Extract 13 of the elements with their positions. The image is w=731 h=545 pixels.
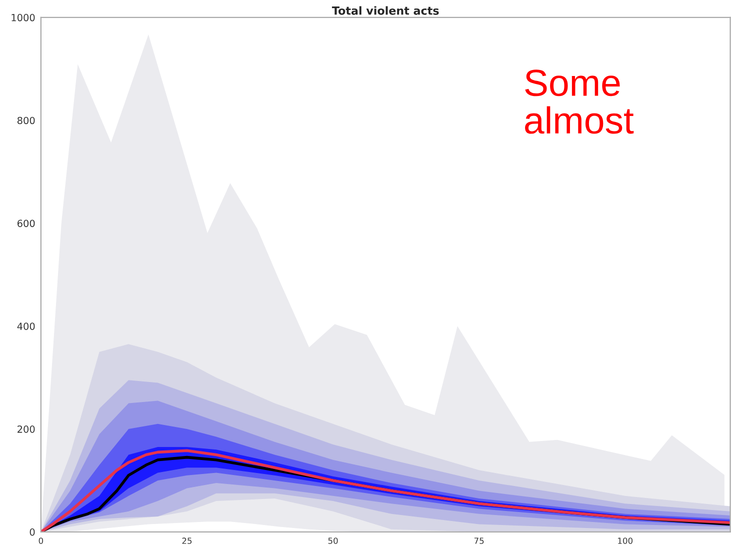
x-tick-label: 100 bbox=[618, 538, 633, 544]
annotation: Some almost bbox=[525, 70, 634, 134]
y-tick-label: 600 bbox=[18, 220, 35, 228]
y-tick-label: 200 bbox=[18, 426, 35, 433]
x-tick-label: 25 bbox=[182, 538, 192, 544]
x-tick-label: 50 bbox=[328, 538, 338, 544]
x-tick-label: 75 bbox=[474, 538, 484, 544]
y-tick-label: 800 bbox=[17, 116, 35, 124]
y-tick-label: 1000 bbox=[12, 14, 35, 22]
chart-title: Total violent acts bbox=[332, 6, 439, 15]
y-tick-label: 400 bbox=[17, 322, 35, 330]
x-tick-label: 0 bbox=[38, 538, 44, 544]
y-tick-label: 0 bbox=[30, 528, 35, 536]
